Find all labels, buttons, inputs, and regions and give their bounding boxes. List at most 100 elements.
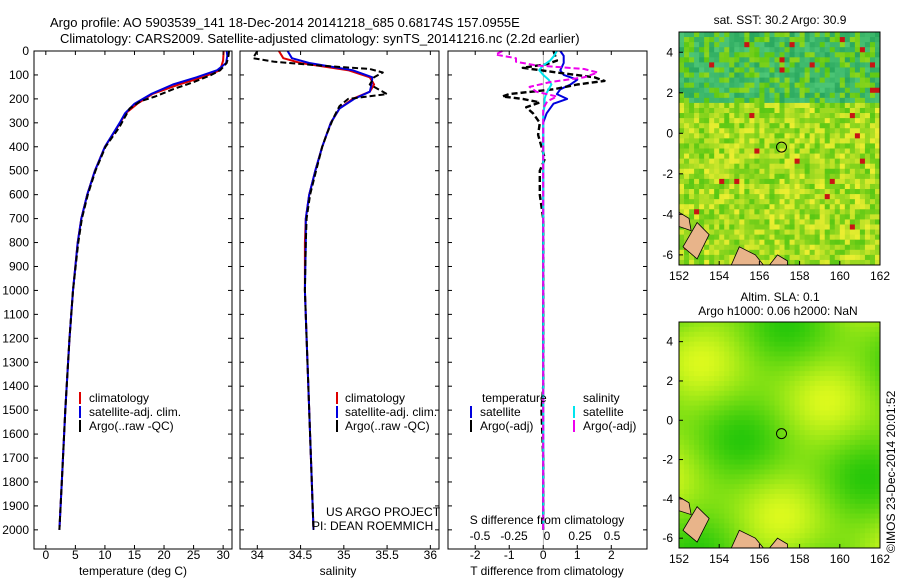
heatmap-cell	[869, 229, 876, 236]
heatmap-cell	[789, 97, 795, 104]
heatmap-cell	[834, 67, 841, 73]
heatmap-cell	[714, 107, 720, 114]
heatmap-cell	[699, 336, 705, 343]
heatmap-cell	[679, 62, 685, 68]
heatmap-cell	[849, 508, 856, 515]
series-argo	[58, 50, 230, 530]
heatmap-cell	[744, 474, 750, 480]
heatmap-cell	[869, 528, 876, 534]
heatmap-cell	[874, 454, 881, 460]
heatmap-cell	[824, 390, 831, 397]
heatmap-cell	[749, 128, 755, 134]
heatmap-cell	[839, 72, 846, 78]
heatmap-cell	[874, 153, 881, 160]
heatmap-cell	[759, 390, 765, 397]
heatmap-cell	[799, 371, 806, 377]
heatmap-cell	[839, 366, 846, 372]
heatmap-cell	[719, 138, 725, 144]
heatmap-cell	[839, 224, 846, 230]
heatmap-cell	[739, 219, 745, 225]
heatmap-cell	[704, 173, 710, 180]
heatmap-cell	[814, 87, 821, 94]
heatmap-cell	[694, 32, 700, 38]
heatmap-cell	[694, 209, 700, 215]
heatmap-cell	[709, 209, 715, 215]
heatmap-cell	[704, 493, 710, 500]
heatmap-cell	[779, 214, 785, 220]
heatmap-cell	[724, 341, 730, 347]
heatmap-cell	[854, 244, 861, 251]
heatmap-cell	[689, 194, 695, 200]
heatmap-cell	[799, 366, 806, 372]
heatmap-cell	[854, 523, 861, 529]
heatmap-cell	[714, 523, 720, 529]
heatmap-cell	[849, 435, 856, 441]
heatmap-cell	[814, 390, 821, 397]
heatmap-cell	[769, 133, 775, 139]
heatmap-cell	[844, 493, 851, 500]
heatmap-cell	[699, 469, 705, 475]
heatmap-cell	[849, 454, 856, 460]
heatmap-cell	[849, 341, 856, 347]
heatmap-cell	[844, 400, 851, 406]
heatmap-cell	[854, 331, 861, 338]
heatmap-cell	[864, 385, 871, 392]
y-tick-label: 700	[9, 212, 29, 226]
heatmap-cell	[769, 62, 775, 68]
heatmap-cell	[859, 489, 866, 495]
heatmap-cell	[849, 449, 856, 456]
heatmap-cell	[679, 405, 685, 411]
heatmap-cell	[789, 214, 795, 220]
heatmap-cell	[744, 484, 750, 490]
heatmap-cell	[774, 493, 780, 500]
heatmap-cell	[709, 415, 715, 421]
heatmap-cell	[784, 439, 790, 446]
heatmap-cell	[809, 366, 816, 372]
heatmap-cell	[859, 52, 866, 58]
heatmap-cell	[724, 97, 730, 104]
heatmap-cell	[809, 209, 816, 215]
heatmap-cell	[709, 204, 715, 210]
heatmap-cell	[734, 464, 740, 470]
heatmap-cell	[689, 508, 695, 515]
heatmap-cell	[869, 376, 876, 382]
heatmap-cell	[729, 489, 735, 495]
y-tick-label: 0	[22, 44, 29, 58]
heatmap-cell	[844, 376, 851, 382]
heatmap-cell	[699, 214, 705, 220]
heatmap-cell	[814, 77, 821, 84]
heatmap-cell	[849, 32, 856, 38]
heatmap-cell	[759, 214, 765, 220]
heatmap-cell	[764, 173, 770, 180]
heatmap-cell	[704, 341, 710, 347]
heatmap-cell	[684, 128, 690, 134]
heatmap-cell	[729, 173, 735, 180]
heatmap-cell	[774, 133, 780, 139]
heatmap-cell	[744, 72, 750, 78]
heatmap-cell	[774, 356, 780, 362]
heatmap-cell	[744, 138, 750, 144]
heatmap-cell	[739, 153, 745, 160]
heatmap-cell	[874, 72, 881, 78]
heatmap-cell	[814, 341, 821, 347]
s-difference-label: S difference from climatology	[470, 513, 625, 527]
heatmap-cell	[859, 97, 866, 104]
heatmap-cell	[739, 508, 745, 515]
heatmap-cell	[689, 118, 695, 124]
heatmap-cell	[759, 439, 765, 446]
heatmap-cell	[684, 439, 690, 446]
heatmap-cell	[819, 410, 826, 416]
heatmap-cell	[834, 326, 841, 333]
heatmap-cell	[694, 92, 700, 99]
heatmap-cell	[719, 123, 725, 129]
heatmap-cell	[819, 189, 826, 195]
heatmap-cell	[814, 204, 821, 210]
heatmap-cell	[729, 538, 735, 544]
heatmap-cell	[709, 341, 715, 347]
heatmap-cell	[764, 199, 770, 205]
heatmap-cell	[809, 194, 816, 200]
heatmap-cell	[859, 47, 866, 53]
sst-map-panel: sat. SST: 30.2 Argo: 30.9 152 154 156 158 16…	[662, 13, 890, 283]
heatmap-cell	[784, 67, 790, 73]
heatmap-cell	[849, 97, 856, 104]
